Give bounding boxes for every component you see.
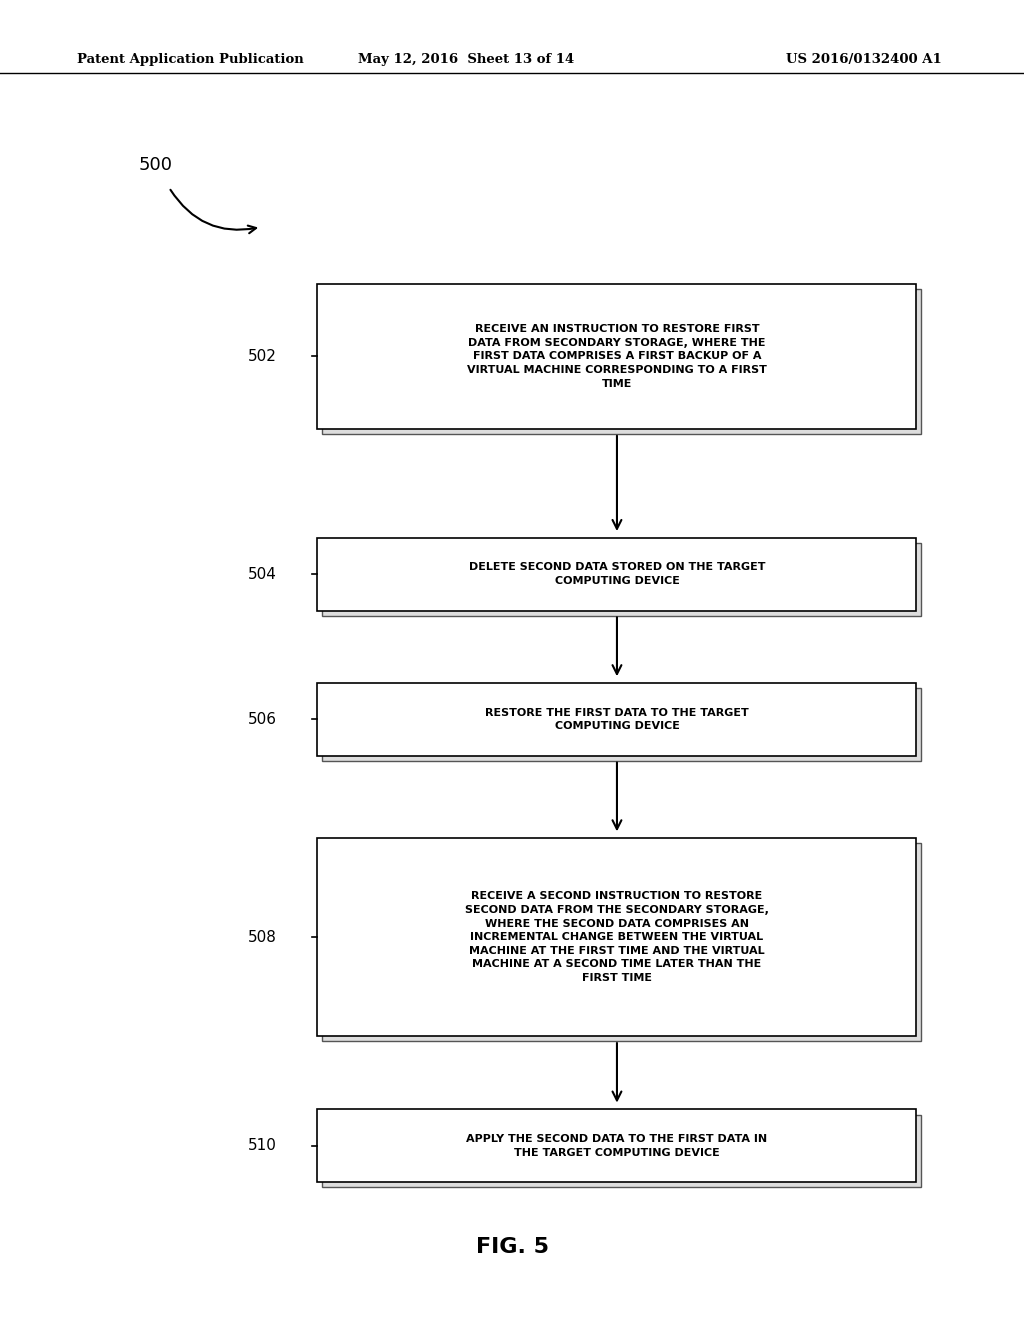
Text: RECEIVE A SECOND INSTRUCTION TO RESTORE
SECOND DATA FROM THE SECONDARY STORAGE,
: RECEIVE A SECOND INSTRUCTION TO RESTORE …: [465, 891, 769, 983]
Bar: [317, 284, 916, 429]
Bar: [317, 1109, 916, 1183]
Bar: [317, 838, 916, 1036]
Bar: [317, 684, 916, 755]
Text: 506: 506: [248, 711, 276, 727]
Text: May 12, 2016  Sheet 13 of 14: May 12, 2016 Sheet 13 of 14: [357, 53, 574, 66]
Bar: [317, 539, 916, 610]
Text: DELETE SECOND DATA STORED ON THE TARGET
COMPUTING DEVICE: DELETE SECOND DATA STORED ON THE TARGET …: [469, 562, 765, 586]
Text: APPLY THE SECOND DATA TO THE FIRST DATA IN
THE TARGET COMPUTING DEVICE: APPLY THE SECOND DATA TO THE FIRST DATA …: [466, 1134, 768, 1158]
Text: 508: 508: [248, 929, 276, 945]
Bar: [322, 843, 921, 1041]
Text: 504: 504: [248, 566, 276, 582]
Text: 502: 502: [248, 348, 276, 364]
Text: 500: 500: [138, 156, 172, 174]
Text: Patent Application Publication: Patent Application Publication: [77, 53, 303, 66]
FancyArrowPatch shape: [170, 190, 256, 234]
Bar: [322, 689, 921, 760]
Bar: [322, 1114, 921, 1188]
Text: 510: 510: [248, 1138, 276, 1154]
Bar: [322, 544, 921, 615]
Text: FIG. 5: FIG. 5: [475, 1237, 549, 1258]
Bar: [322, 289, 921, 434]
Text: RESTORE THE FIRST DATA TO THE TARGET
COMPUTING DEVICE: RESTORE THE FIRST DATA TO THE TARGET COM…: [485, 708, 749, 731]
Text: US 2016/0132400 A1: US 2016/0132400 A1: [786, 53, 942, 66]
Text: RECEIVE AN INSTRUCTION TO RESTORE FIRST
DATA FROM SECONDARY STORAGE, WHERE THE
F: RECEIVE AN INSTRUCTION TO RESTORE FIRST …: [467, 325, 767, 388]
